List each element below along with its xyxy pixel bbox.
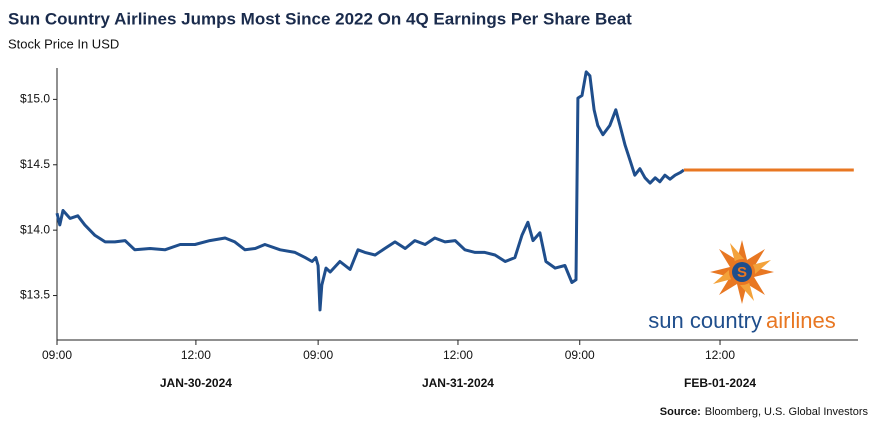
chart-title: Sun Country Airlines Jumps Most Since 20… — [8, 9, 632, 28]
x-tick-label: 12:00 — [705, 348, 735, 362]
x-tick-label: 12:00 — [443, 348, 473, 362]
y-tick-label: $15.0 — [20, 92, 50, 106]
x-date-label: JAN-31-2024 — [422, 376, 494, 390]
x-tick-label: 09:00 — [303, 348, 333, 362]
price-line — [55, 70, 685, 312]
x-tick-label: 09:00 — [565, 348, 595, 362]
x-tick-label: 09:00 — [42, 348, 72, 362]
y-tick-label: $13.5 — [20, 288, 50, 302]
x-date-label: FEB-01-2024 — [684, 376, 756, 390]
x-tick-label: 12:00 — [181, 348, 211, 362]
source-text: Bloomberg, U.S. Global Investors — [705, 406, 869, 418]
logo-word: airlines — [766, 308, 836, 333]
svg-text:S: S — [737, 264, 747, 281]
logo-sun: S — [710, 240, 774, 304]
logo-word: sun country — [648, 308, 762, 333]
y-tick-label: $14.0 — [20, 222, 50, 236]
source-label: Source: — [660, 406, 701, 418]
x-date-label: JAN-30-2024 — [160, 376, 232, 390]
source: Source: Bloomberg, U.S. Global Investors — [660, 406, 869, 418]
logo-text: sun country airlines — [648, 308, 835, 333]
y-tick-label: $14.5 — [20, 157, 50, 171]
chart-subtitle: Stock Price In USD — [8, 36, 119, 51]
